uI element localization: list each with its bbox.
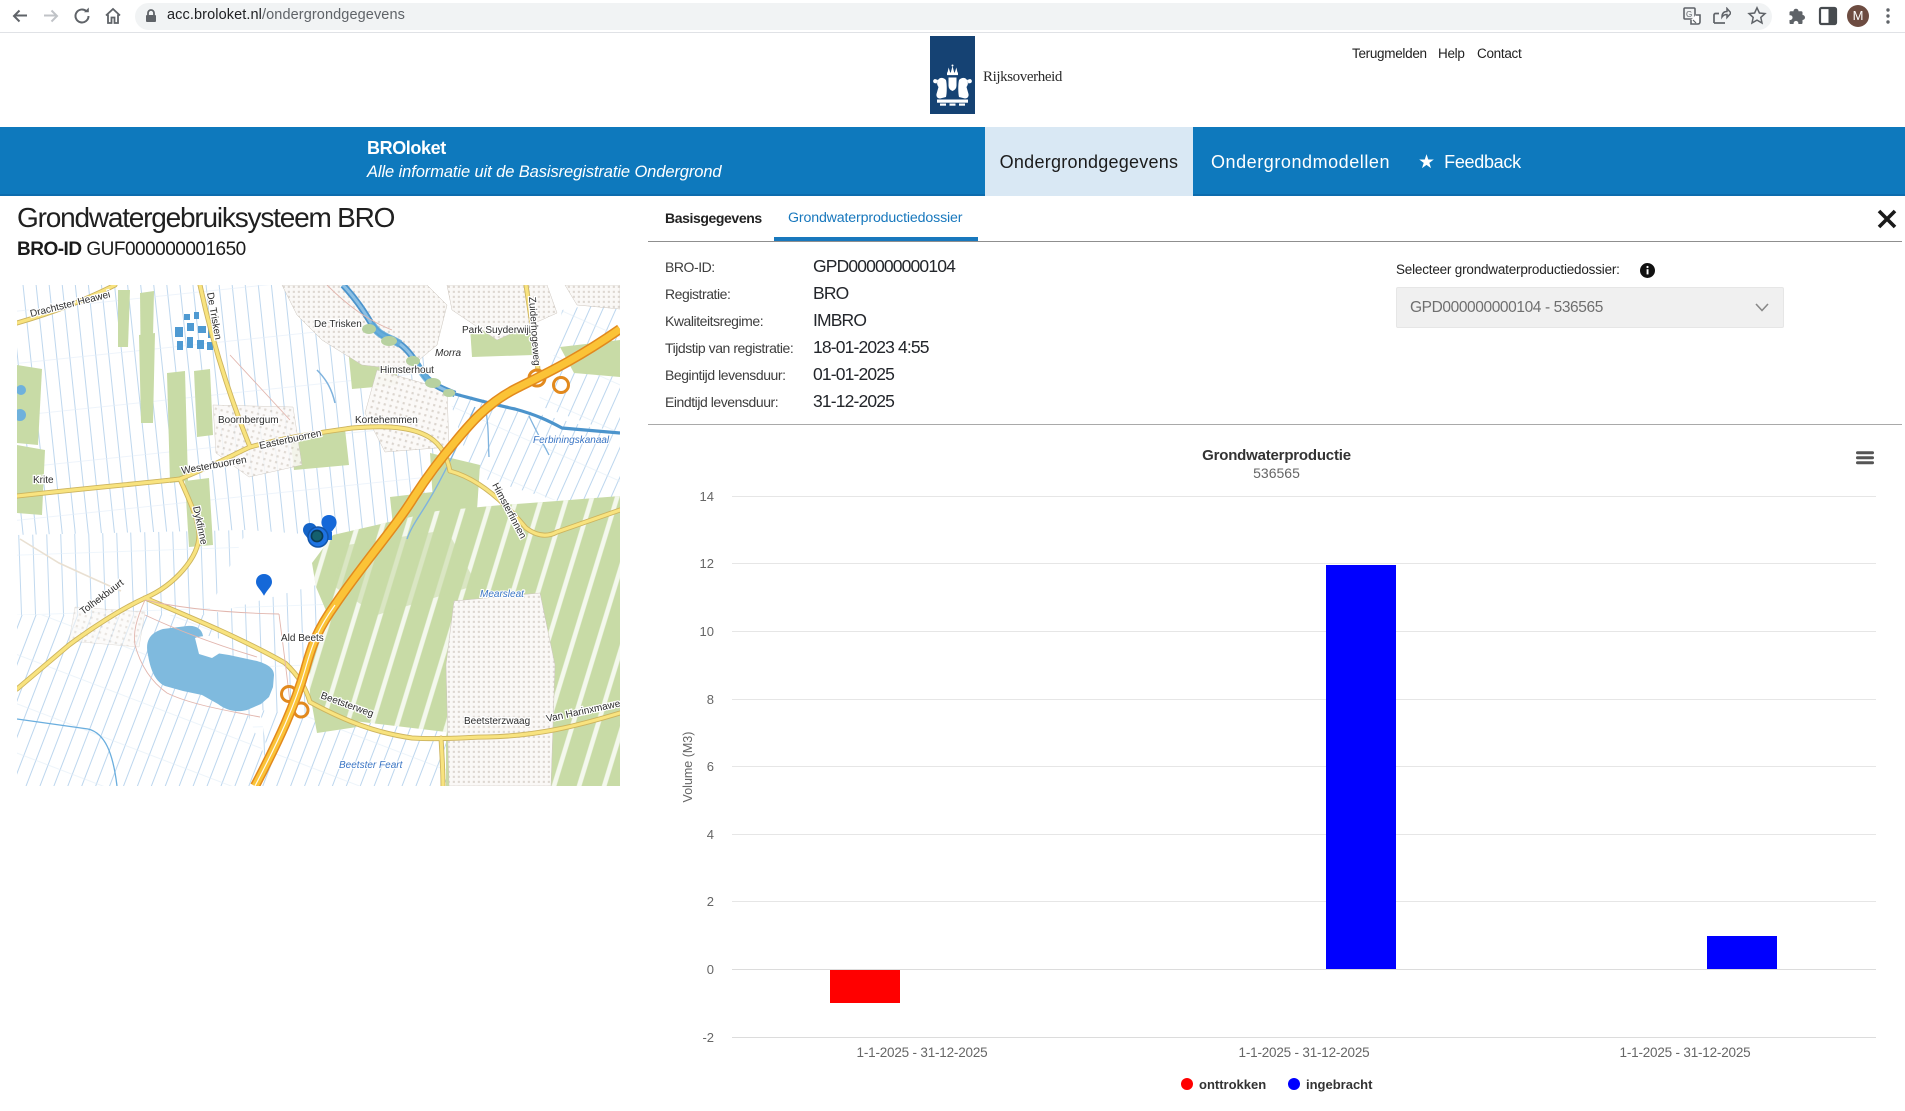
svg-text:Ald Beets: Ald Beets	[281, 633, 324, 644]
svg-text:Kortehemmen: Kortehemmen	[355, 415, 418, 426]
svg-text:De Trisken: De Trisken	[314, 319, 362, 330]
svg-text:Boornbergum: Boornbergum	[218, 415, 279, 426]
svg-text:Park Suyderwijk: Park Suyderwijk	[462, 325, 535, 336]
svg-text:Krite: Krite	[33, 475, 54, 486]
svg-text:Mearsleat: Mearsleat	[480, 589, 525, 600]
svg-text:Himsterhout: Himsterhout	[380, 365, 434, 376]
svg-text:G: G	[1686, 10, 1692, 19]
svg-text:Ferbiningskanaal: Ferbiningskanaal	[533, 435, 610, 446]
svg-text:Beetsterzwaag: Beetsterzwaag	[464, 716, 530, 727]
svg-text:Morra: Morra	[435, 348, 462, 359]
svg-text:Beetster Feart: Beetster Feart	[339, 760, 404, 771]
